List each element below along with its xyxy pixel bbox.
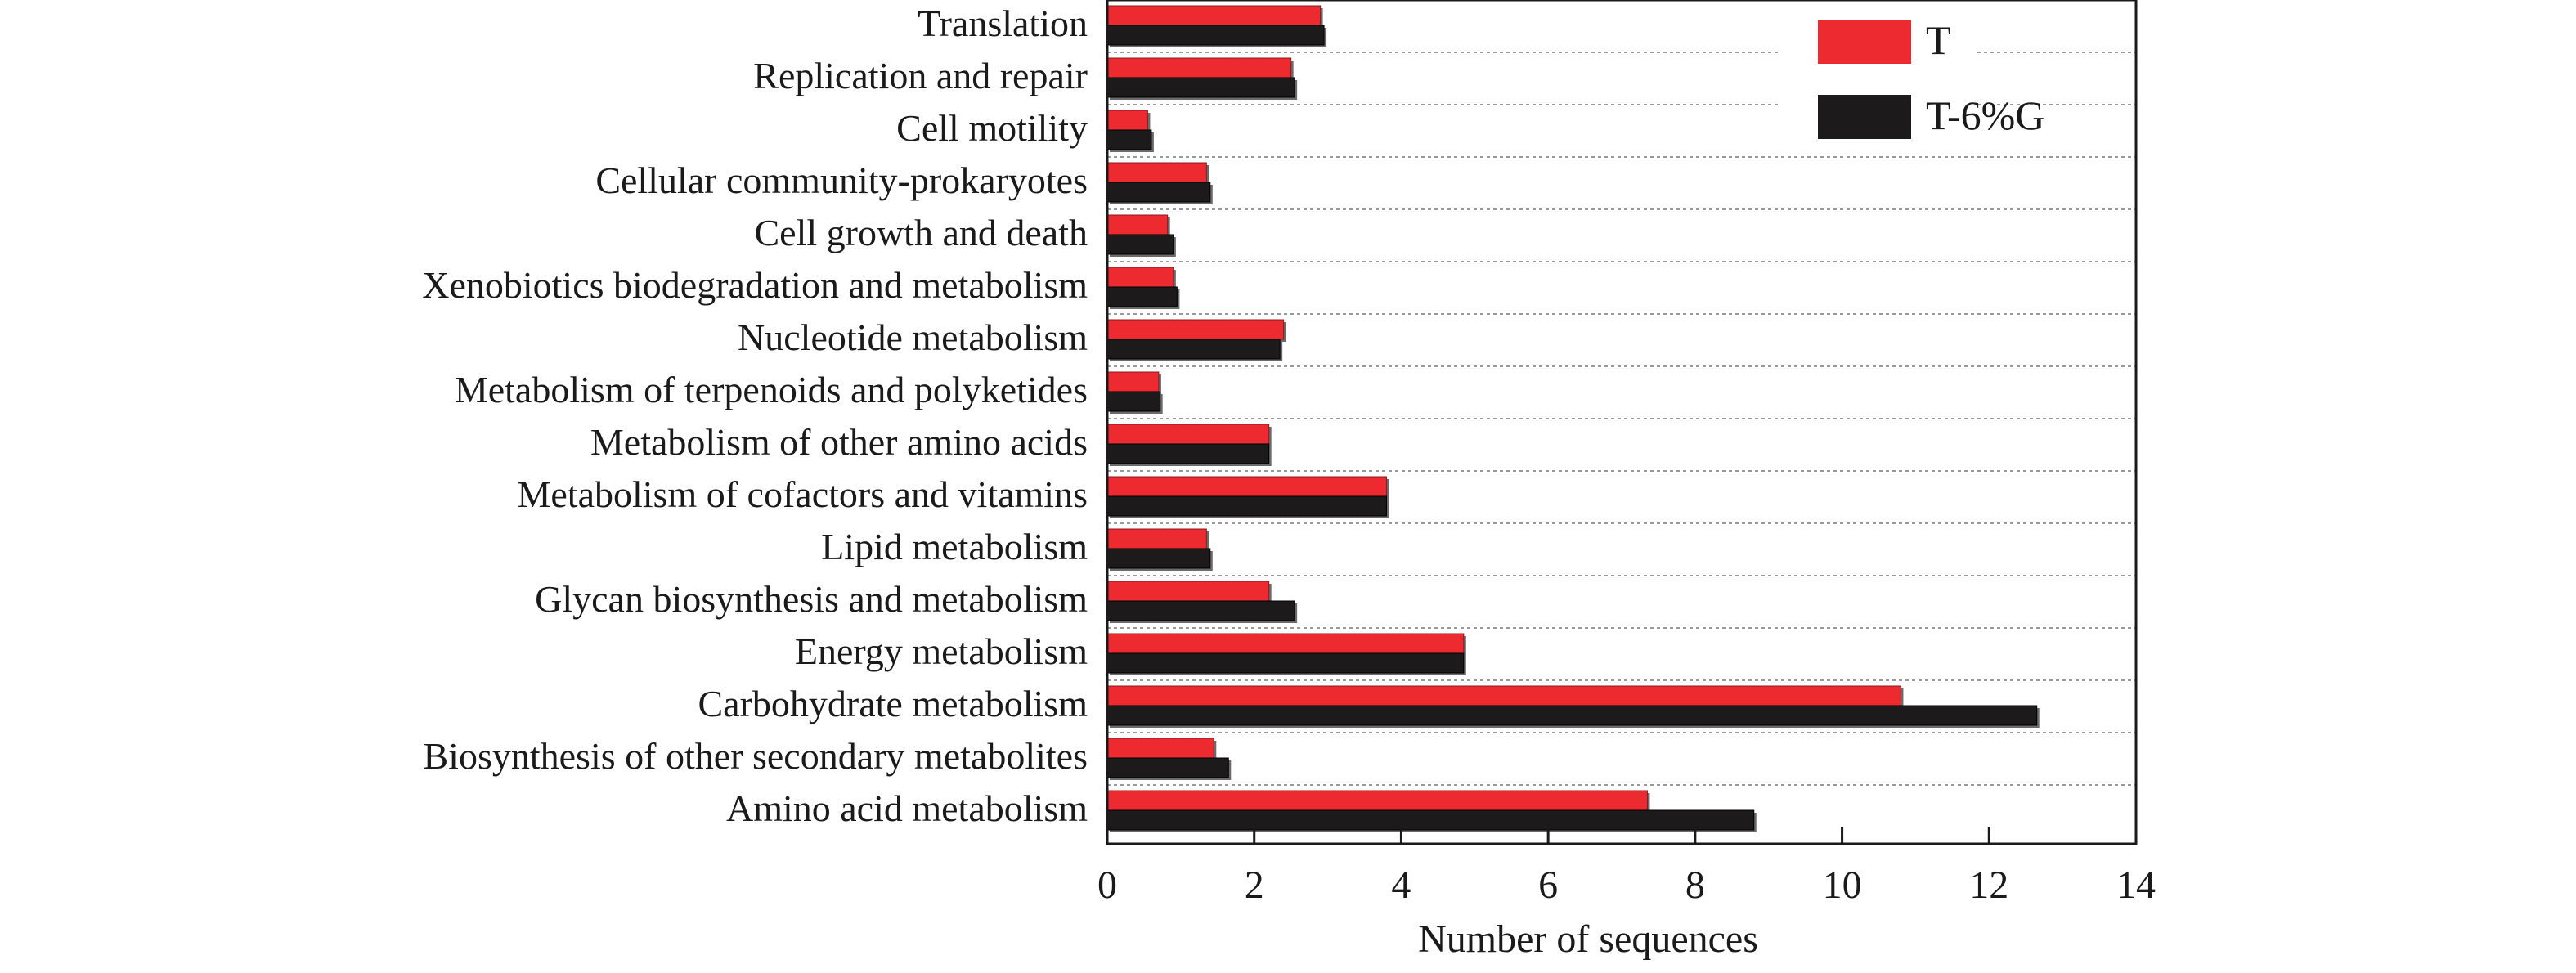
category-label: Lipid metabolism [821, 526, 1088, 567]
bar-t-6g [1106, 391, 1161, 412]
category-label: Cell motility [896, 107, 1088, 149]
x-axis-ticks: 0 2 4 6 8 10 12 14 [1097, 827, 2156, 907]
bar-t [1106, 685, 1901, 706]
legend-label: T-6%G [1926, 92, 2044, 138]
category-label: Metabolism of other amino acids [590, 421, 1088, 463]
bar-t [1106, 476, 1387, 497]
bar-t-6g [1106, 548, 1211, 569]
bar-t [1106, 528, 1207, 549]
bar-t [1106, 371, 1160, 392]
x-tick-label: 8 [1685, 863, 1705, 907]
x-tick-label: 2 [1245, 863, 1264, 907]
legend: T T-6%G [1778, 17, 2044, 139]
category-label: Xenobiotics biodegradation and metabolis… [422, 264, 1088, 306]
bars [1106, 5, 2040, 832]
bar-t-6g [1106, 809, 1755, 831]
bar-t-6g [1106, 77, 1295, 98]
bar-t [1106, 214, 1169, 235]
bar-t-6g [1106, 652, 1465, 674]
category-label: Metabolism of cofactors and vitamins [517, 473, 1088, 515]
category-label: Cell growth and death [754, 212, 1088, 253]
bar-t-6g [1106, 757, 1229, 778]
bar-t [1106, 162, 1207, 183]
category-label: Energy metabolism [795, 630, 1088, 672]
bar-t-6g [1106, 495, 1387, 517]
x-tick-label: 12 [1969, 863, 2008, 907]
bar-t-6g [1106, 234, 1174, 255]
bar-t-6g [1106, 25, 1325, 46]
bar-t [1106, 738, 1214, 759]
bar-t [1106, 581, 1270, 602]
bar-t [1106, 319, 1285, 340]
x-tick-label: 10 [1823, 863, 1862, 907]
bar-t-6g [1106, 339, 1281, 360]
category-label: Cellular community-prokaryotes [595, 159, 1088, 201]
bar-t-6g [1106, 705, 2038, 726]
bar-t [1106, 424, 1270, 445]
x-tick-label: 6 [1538, 863, 1558, 907]
plot-area-frame [1106, 0, 2138, 845]
legend-swatch [1818, 95, 1911, 139]
bar-t [1106, 110, 1148, 131]
legend-swatch [1818, 20, 1911, 64]
x-axis-title: Number of sequences [1418, 917, 1758, 961]
x-tick-label: 14 [2116, 863, 2156, 907]
bar-t [1106, 267, 1174, 288]
x-tick-label: 4 [1391, 863, 1411, 907]
bar-t-6g [1106, 182, 1211, 203]
bar-t [1106, 790, 1648, 811]
bar-t-6g [1106, 286, 1178, 307]
category-label: Biosynthesis of other secondary metaboli… [423, 735, 1088, 777]
category-label: Amino acid metabolism [726, 787, 1088, 829]
bar-t-6g [1106, 443, 1270, 464]
x-tick-label: 0 [1097, 863, 1117, 907]
category-labels: Translation Replication and repair Cell mo… [422, 2, 1088, 829]
category-label: Nucleotide metabolism [738, 316, 1088, 358]
category-label: Replication and repair [753, 55, 1088, 96]
bar-t-6g [1106, 129, 1152, 150]
category-label: Metabolism of terpenoids and polyketides [455, 369, 1088, 410]
bar-t-6g [1106, 600, 1295, 621]
bar-t [1106, 633, 1465, 654]
category-label: Translation [918, 2, 1088, 44]
bar-t [1106, 57, 1292, 78]
category-label: Carbohydrate metabolism [698, 683, 1088, 724]
legend-label: T [1926, 17, 1951, 63]
category-label: Glycan biosynthesis and metabolism [535, 578, 1088, 620]
bar-t [1106, 5, 1322, 26]
